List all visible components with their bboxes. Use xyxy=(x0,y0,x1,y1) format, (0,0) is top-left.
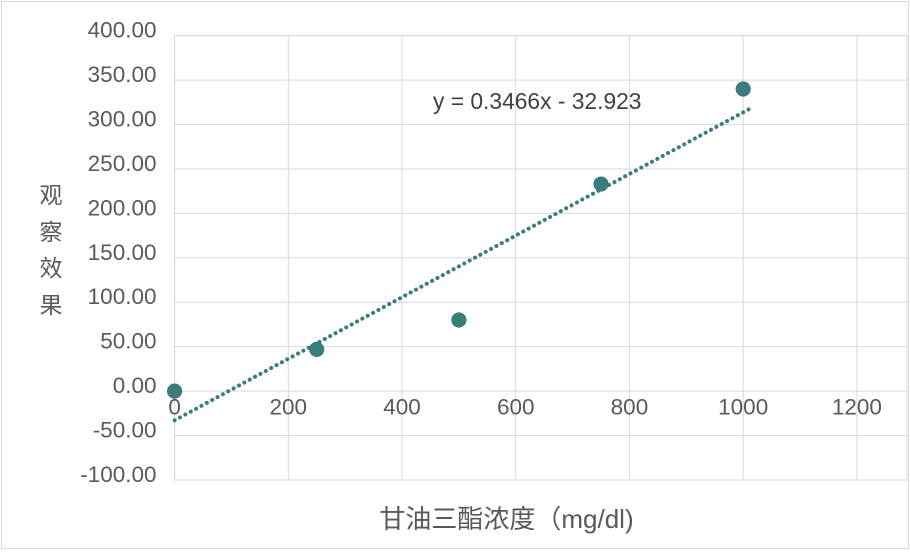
svg-text:y = 0.3466x - 32.923: y = 0.3466x - 32.923 xyxy=(433,88,642,114)
svg-text:-100.00: -100.00 xyxy=(80,462,156,487)
svg-text:400: 400 xyxy=(383,395,421,420)
svg-text:50.00: 50.00 xyxy=(100,329,156,354)
svg-text:200.00: 200.00 xyxy=(88,195,157,220)
svg-text:0.00: 0.00 xyxy=(113,373,157,398)
svg-text:600: 600 xyxy=(497,395,535,420)
svg-text:350.00: 350.00 xyxy=(88,62,157,87)
svg-text:1200: 1200 xyxy=(832,395,882,420)
svg-text:-50.00: -50.00 xyxy=(93,418,157,443)
svg-text:300.00: 300.00 xyxy=(88,107,157,132)
svg-text:1000: 1000 xyxy=(718,395,768,420)
svg-text:200: 200 xyxy=(270,395,308,420)
svg-text:100.00: 100.00 xyxy=(88,284,157,309)
svg-text:150.00: 150.00 xyxy=(88,240,157,265)
svg-text:250.00: 250.00 xyxy=(88,151,157,176)
svg-text:800: 800 xyxy=(611,395,649,420)
svg-text:400.00: 400.00 xyxy=(88,18,157,43)
